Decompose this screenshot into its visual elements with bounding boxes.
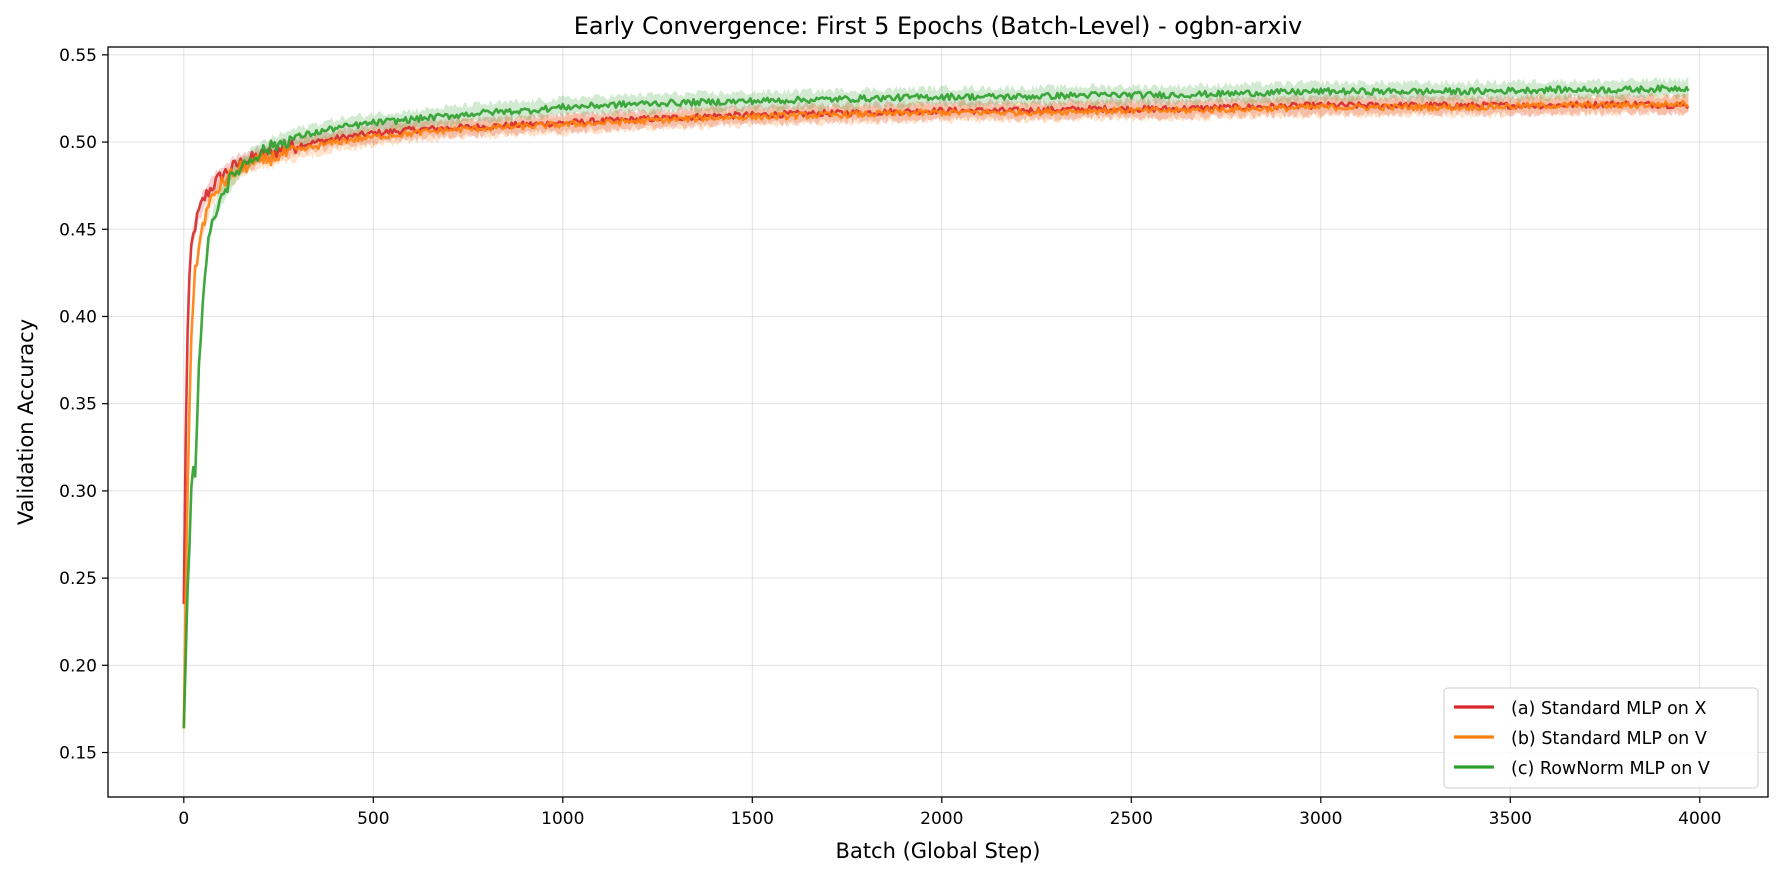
y-tick-label: 0.30: [59, 482, 97, 502]
x-tick-label: 3500: [1489, 809, 1532, 829]
plot-frame: [107, 46, 1769, 798]
y-tick-label: 0.50: [59, 133, 97, 153]
legend-label-c: (c) RowNorm MLP on V: [1511, 759, 1710, 779]
y-tick-label: 0.25: [59, 569, 97, 589]
series-a-line: [182, 100, 1690, 604]
chart-title: Early Convergence: First 5 Epochs (Batch…: [574, 12, 1303, 40]
y-tick-label: 0.45: [59, 220, 97, 240]
x-tick-label: 1500: [731, 809, 774, 829]
x-tick-label: 1000: [541, 809, 584, 829]
legend-label-a: (a) Standard MLP on X: [1511, 699, 1706, 719]
y-tick-label: 0.35: [59, 395, 97, 415]
series-b-line: [182, 99, 1690, 729]
x-tick-label: 3000: [1299, 809, 1342, 829]
legend-label-b: (b) Standard MLP on V: [1511, 729, 1707, 749]
x-tick-label: 500: [357, 809, 389, 829]
x-axis-ticks: 0 500 1000 1500 2000 2500 3000 3500 4000: [178, 797, 1721, 829]
x-tick-label: 2500: [1110, 809, 1153, 829]
x-tick-label: 4000: [1678, 809, 1721, 829]
x-tick-label: 2000: [920, 809, 963, 829]
series-a-band: [183, 92, 1689, 617]
legend: (a) Standard MLP on X (b) Standard MLP o…: [1443, 687, 1759, 789]
legend-box: [1443, 687, 1759, 789]
y-tick-label: 0.55: [59, 46, 97, 66]
confidence-bands: [183, 76, 1689, 743]
x-axis-title: Batch (Global Step): [836, 839, 1041, 863]
y-tick-label: 0.15: [59, 744, 97, 764]
y-tick-label: 0.40: [59, 307, 97, 327]
series-c-line: [182, 84, 1690, 729]
y-axis-title: Validation Accuracy: [14, 319, 38, 525]
x-tick-label: 0: [178, 809, 189, 829]
y-tick-label: 0.20: [59, 656, 97, 676]
series-lines: [182, 84, 1690, 729]
y-axis-ticks: 0.15 0.20 0.25 0.30 0.35 0.40 0.45 0.50 0.55: [59, 46, 108, 764]
